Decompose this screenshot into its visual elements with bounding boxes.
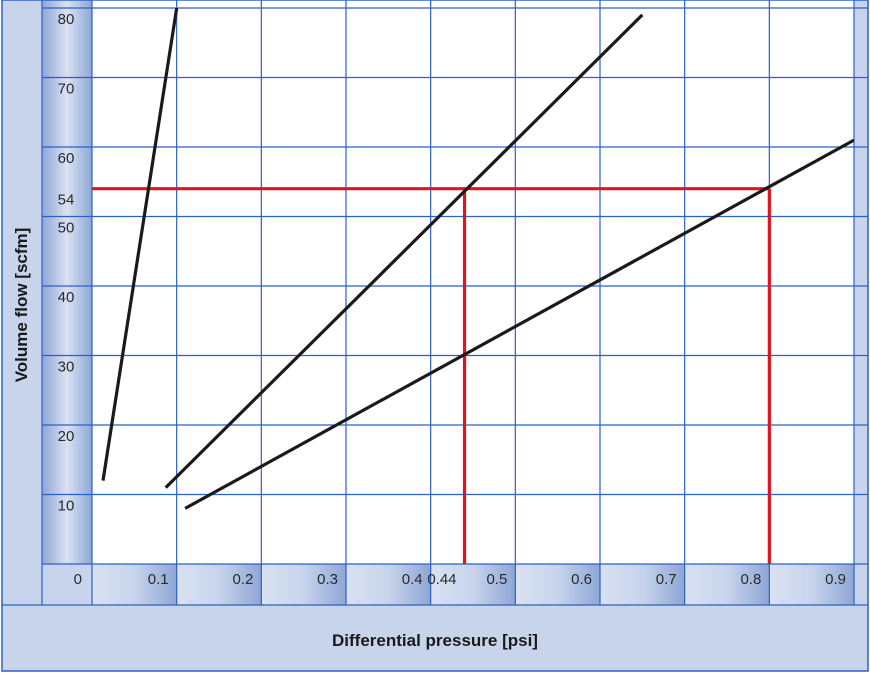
- tick-labels: 0 0.1 0.2 0.3 0.4 0.44 0.5 0.6 0.7 0.8 0.9 10 20 30 40…: [58, 11, 846, 588]
- x-axis-tick-cell: [92, 564, 177, 605]
- y-tick-label: 80: [58, 11, 75, 28]
- x-axis-title-band: [2, 605, 868, 671]
- y-tick-label: 30: [58, 359, 75, 376]
- x-tick-label: 0.8: [740, 571, 761, 588]
- x-tick-label: 0.2: [232, 571, 253, 588]
- y-axis-tick-band: [42, 0, 92, 605]
- x-tick-label: 0.5: [486, 571, 507, 588]
- x-axis-tick-cell: [769, 564, 854, 605]
- x-tick-label: 0.6: [571, 571, 592, 588]
- y-axis-title: Volume flow [scfm]: [12, 228, 31, 383]
- x-axis-tick-cell: [430, 564, 516, 605]
- y-tick-label: 54: [58, 192, 75, 209]
- x-tick-label: 0.44: [427, 571, 456, 588]
- y-tick-label: 70: [58, 81, 75, 98]
- reference-lines: [92, 187, 771, 564]
- x-tick-label: 0.1: [148, 571, 169, 588]
- y-tick-label: 20: [58, 428, 75, 445]
- x-tick-label: 0.7: [656, 571, 677, 588]
- x-tick-label: 0.4: [402, 571, 423, 588]
- x-axis-tick-cell: [515, 564, 600, 605]
- series-line-2: [164, 13, 644, 489]
- right-edge-band: [854, 0, 868, 564]
- x-axis-tick-cell: [684, 564, 770, 605]
- series-line-3: [184, 138, 854, 510]
- x-axis-tick-cell: [176, 564, 262, 605]
- y-tick-label: 60: [58, 150, 75, 167]
- series-line-1: [101, 8, 179, 481]
- y-axis-side-band: [2, 0, 42, 605]
- x-axis-tick-cell: [261, 564, 346, 605]
- x-tick-label: 0.3: [317, 571, 338, 588]
- y-tick-label: 50: [58, 220, 75, 237]
- x-axis-title: Differential pressure [psi]: [332, 631, 538, 650]
- series-lines: [101, 8, 854, 510]
- y-tick-label: 40: [58, 289, 75, 306]
- x-tick-label: 0: [74, 571, 82, 588]
- x-tick-label: 0.9: [825, 571, 846, 588]
- y-tick-label: 10: [58, 498, 75, 515]
- x-axis-tick-cell: [600, 564, 685, 605]
- x-axis-tick-cell: [346, 564, 431, 605]
